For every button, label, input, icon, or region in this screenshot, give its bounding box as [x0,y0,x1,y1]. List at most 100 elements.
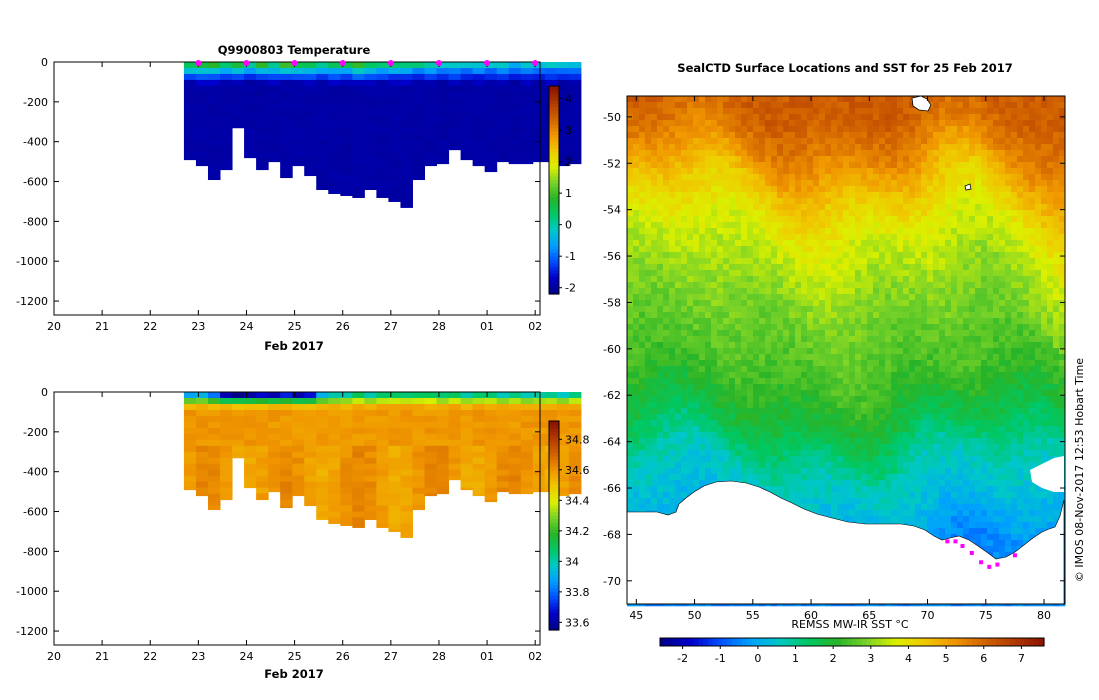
temperature-cell [520,73,534,81]
temperature-cell [268,62,281,69]
temperature-cell [448,85,462,93]
sst-cell [645,216,652,223]
sst-cell [849,168,856,175]
sst-cell [681,204,688,211]
salinity-cell [340,409,353,417]
salinity-cell [352,421,365,429]
sst-cell [639,156,646,163]
temperature-cell [436,109,450,117]
sst-cell [843,168,850,175]
temperature-cell [424,127,438,135]
sst-cell [987,258,994,265]
temperature-colorbar-swatch [549,103,559,108]
sst-cell [987,114,994,121]
sst-cell [843,108,850,115]
salinity-cell [244,469,257,477]
temperature-cell [316,187,329,190]
sst-cell [1053,342,1060,349]
sst-cell [819,276,826,283]
sst-cell [705,162,712,169]
sst-cell [1029,336,1036,343]
sst-cell [885,192,892,199]
salinity-cell [436,481,450,489]
sst-cell [717,300,724,307]
salinity-cell [364,463,377,471]
temperature-cell [207,62,221,69]
sst-cell [831,114,838,121]
sst-cell [831,288,838,295]
sst-cell [1023,354,1030,361]
sst-cell [945,360,952,367]
sst-cell [819,108,826,115]
sst-cell [1017,96,1024,103]
sst-cell [891,264,898,271]
salinity-cell [376,403,389,411]
sst-cell [1053,192,1060,199]
temperature-x-tick-label: 27 [384,320,398,333]
sst-cell [987,252,994,259]
temperature-cell [328,181,341,189]
salinity-cell [412,403,426,411]
temperature-colorbar-swatch [549,269,559,274]
sst-cell [1041,258,1048,265]
sst-cell [627,252,634,259]
temperature-cell [508,157,522,165]
sst-cell [687,222,694,229]
temperature-y-tick-label: -200 [23,96,48,109]
salinity-cell [316,427,329,435]
temperature-cell [183,151,197,159]
sst-cell [1005,126,1012,133]
sst-cell [999,372,1006,379]
sst-cell [675,144,682,151]
sst-cell [1017,294,1024,301]
salinity-cell [340,439,353,447]
temperature-cell [220,139,233,147]
sst-cell [747,294,754,301]
sst-cell [837,282,844,289]
sst-cell [963,354,970,361]
sst-cell [735,324,742,331]
sst-cell [957,114,964,121]
sst-cell [843,330,850,337]
salinity-cell [448,427,462,435]
salinity-colorbar-swatch [549,438,559,443]
sst-cell [723,108,730,115]
sst-cell [975,138,982,145]
sst-cell [705,96,712,103]
temperature-cell [364,91,377,99]
sst-cell [1035,276,1042,283]
salinity-cell [292,463,305,471]
sst-cell [711,252,718,259]
sst-cell [981,102,988,109]
sst-cell [753,126,760,133]
temperature-cell [280,127,293,135]
sst-cell [879,96,886,103]
sst-cell [687,354,694,361]
salinity-cell [352,439,365,447]
sst-cell [1011,264,1018,271]
sst-cell [687,216,694,223]
sst-cell [963,210,970,217]
sst-cell [1059,294,1066,301]
sst-cell [687,102,694,109]
sst-cell [741,204,748,211]
salinity-cell [508,397,522,405]
sst-cell [747,288,754,295]
sst-cell [669,300,676,307]
sst-cell [639,252,646,259]
salinity-cell [376,499,389,507]
temperature-cell [484,62,498,69]
sst-cell [1029,96,1036,103]
salinity-cell [352,493,365,501]
sst-cell [1035,108,1042,115]
sst-cell [1029,300,1036,307]
temperature-cell [376,187,389,194]
sst-cell [927,96,934,103]
sst-cell [675,126,682,133]
temperature-cell [328,127,341,135]
sst-cell [651,282,658,289]
temperature-colorbar-swatch [549,290,559,295]
temperature-cell [340,127,353,135]
salinity-cell [304,475,317,483]
salinity-y-tick-label: -800 [23,545,48,558]
